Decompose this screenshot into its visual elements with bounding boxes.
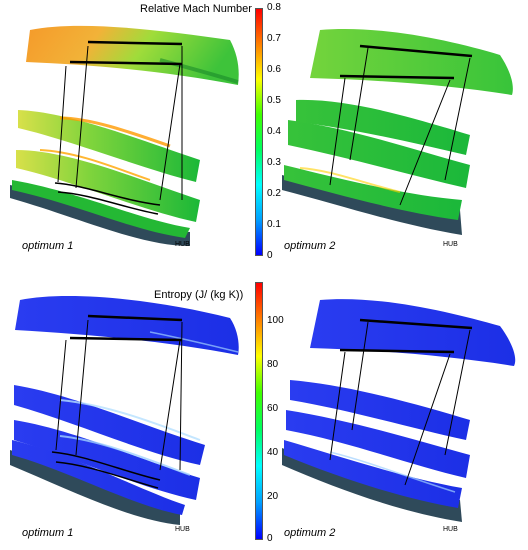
entropy-colorbar-title: Entropy (J/ (kg K)) xyxy=(154,289,244,301)
entropy-caption-optimum2: optimum 2 xyxy=(284,527,336,539)
entropy-tick: 60 xyxy=(267,403,279,414)
mach-colorbar-title: Relative Mach Number xyxy=(140,3,252,15)
entropy-tick: 20 xyxy=(267,491,279,502)
mach-colorbar xyxy=(255,8,263,256)
entropy-tick: 80 xyxy=(267,359,279,370)
mach-tick: 0.5 xyxy=(267,95,281,106)
mach-hub-label-left: HUB xyxy=(175,241,190,248)
mach-tick: 0.8 xyxy=(267,2,281,13)
mach-hub-label-right: HUB xyxy=(443,241,458,248)
mach-optimum1-blade-passage xyxy=(10,25,239,246)
mach-caption-optimum2: optimum 2 xyxy=(284,240,336,252)
mach-tick: 0.2 xyxy=(267,188,281,199)
mach-tick: 0.6 xyxy=(267,64,281,75)
mach-tick: 0.1 xyxy=(267,219,281,230)
mach-tick: 0.3 xyxy=(267,157,281,168)
entropy-hub-label-right: HUB xyxy=(443,526,458,533)
mach-tick: 0 xyxy=(267,250,273,261)
entropy-optimum2-blade-passage xyxy=(282,299,516,522)
entropy-hub-label-left: HUB xyxy=(175,526,190,533)
entropy-tick: 40 xyxy=(267,447,279,458)
entropy-optimum1-blade-passage xyxy=(10,296,239,525)
entropy-caption-optimum1: optimum 1 xyxy=(22,527,74,539)
mach-optimum2-blade-passage xyxy=(282,29,513,235)
entropy-tick: 100 xyxy=(267,315,284,326)
mach-caption-optimum1: optimum 1 xyxy=(22,240,74,252)
mach-tick: 0.4 xyxy=(267,126,281,137)
mach-tick: 0.7 xyxy=(267,33,281,44)
entropy-colorbar xyxy=(255,282,263,540)
entropy-tick: 0 xyxy=(267,533,273,544)
